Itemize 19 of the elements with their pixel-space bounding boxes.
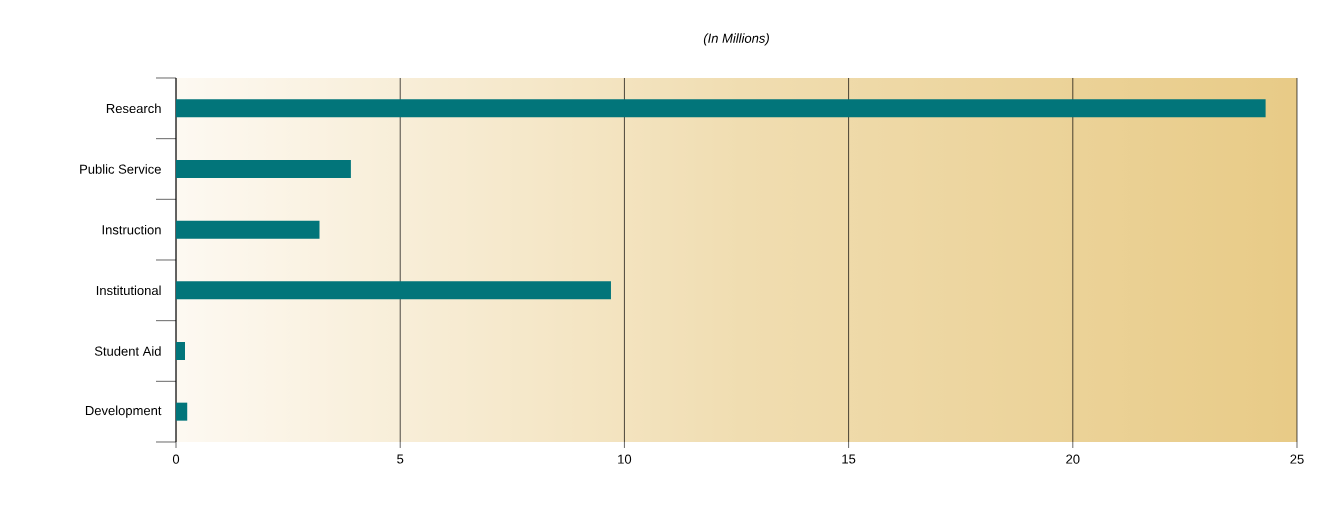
bar [176,99,1266,118]
y-tick-label: Research [106,103,161,114]
y-tick-label: Public Service [80,164,161,174]
x-tick-label: 5 [397,454,404,464]
y-tick-label: Development [85,405,162,418]
x-tick-label: 15 [842,454,856,464]
bar [176,220,320,239]
y-tick-label: Instruction [102,224,161,235]
bar [176,402,188,421]
bar [176,159,351,178]
chart-title: (In Millions) [703,33,769,46]
x-tick-label: 0 [172,454,180,464]
x-tick-label: 10 [618,454,632,464]
bar [176,341,185,360]
y-tick-label: Institutional [96,285,161,296]
x-tick-label: 20 [1066,454,1080,464]
x-tick-label: 25 [1290,454,1304,464]
bar [176,281,611,300]
y-tick-label: Student Aid [94,346,161,356]
